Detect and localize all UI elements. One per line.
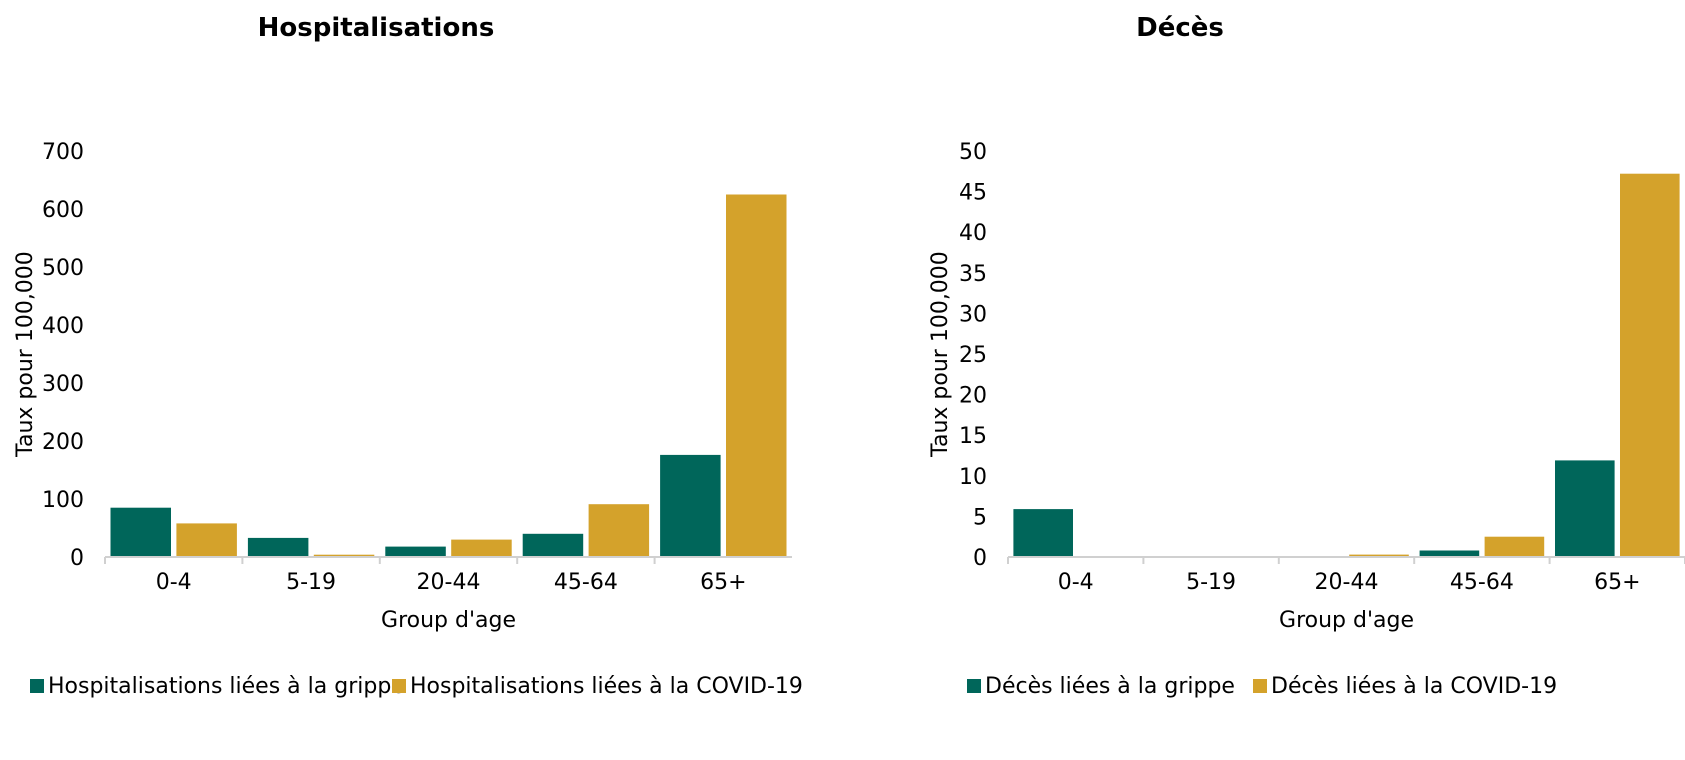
bar-covid [313,554,375,557]
bar-grippe [522,533,584,557]
y-tick-label: 100 [42,488,84,513]
bar-grippe [660,454,721,557]
x-axis-label: Group d'age [381,608,516,633]
x-tick-label: 5-19 [286,570,336,595]
y-tick-label: 10 [959,465,987,490]
y-tick-label: 0 [973,546,987,571]
x-tick-label: 0-4 [1058,570,1094,595]
x-axis-label: Group d'age [1279,608,1414,633]
y-tick-label: 25 [959,343,987,368]
x-tick-label: 20-44 [1315,570,1379,595]
bar-covid [588,504,650,557]
y-tick-label: 0 [70,546,84,571]
y-tick-label: 50 [959,140,987,165]
legend-swatch [1253,679,1267,693]
y-tick-label: 300 [42,372,84,397]
bar-grippe [385,546,446,557]
y-tick-label: 400 [42,314,84,339]
legend-swatch [392,679,406,693]
bar-covid [1484,536,1545,557]
bar-grippe [1013,509,1073,557]
deces-chart: Décès 0 5 10 15 20 25 30 35 40 45 50 Taux pour 100,0… [928,13,1685,699]
chart-title: Hospitalisations [258,13,495,43]
y-axis-label: Taux pour 100,000 [928,251,953,458]
chart-title: Décès [1136,13,1224,43]
y-tick-label: 35 [959,262,987,287]
bar-grippe [110,507,171,557]
legend-label: Hospitalisations liées à la grippe [48,674,405,699]
x-tick-label: 45-64 [554,570,618,595]
legend-label: Décès liées à la COVID-19 [1271,674,1557,699]
bar-covid [176,523,237,557]
bar-grippe [247,537,309,557]
legend-swatch [967,679,981,693]
y-tick-label: 15 [959,424,987,449]
y-tick-label: 600 [42,198,84,223]
y-tick-label: 500 [42,256,84,281]
x-tick-label: 45-64 [1450,570,1514,595]
y-tick-label: 40 [959,221,987,246]
bar-grippe [1555,460,1615,557]
y-tick-label: 30 [959,302,987,327]
legend-label: Décès liées à la grippe [985,674,1235,699]
bar-covid [451,539,512,557]
y-tick-label: 5 [973,505,987,530]
x-tick-label: 5-19 [1186,570,1236,595]
y-tick-label: 200 [42,430,84,455]
bar-covid [1349,554,1409,557]
y-tick-label: 20 [959,384,987,409]
hospitalisations-chart: Hospitalisations 0 100 200 300 400 500 600 700 Ta… [13,13,803,699]
bar-covid [726,194,787,557]
x-tick-label: 0-4 [156,570,192,595]
bar-grippe [1419,550,1480,557]
legend-label: Hospitalisations liées à la COVID-19 [410,674,803,699]
y-tick-label: 45 [959,181,987,206]
x-tick-label: 65+ [700,570,746,595]
legend-swatch [30,679,44,693]
x-tick-label: 65+ [1594,570,1640,595]
x-tick-label: 20-44 [417,570,481,595]
y-axis-label: Taux pour 100,000 [13,251,38,458]
bar-covid [1620,173,1680,557]
y-tick-label: 700 [42,140,84,165]
